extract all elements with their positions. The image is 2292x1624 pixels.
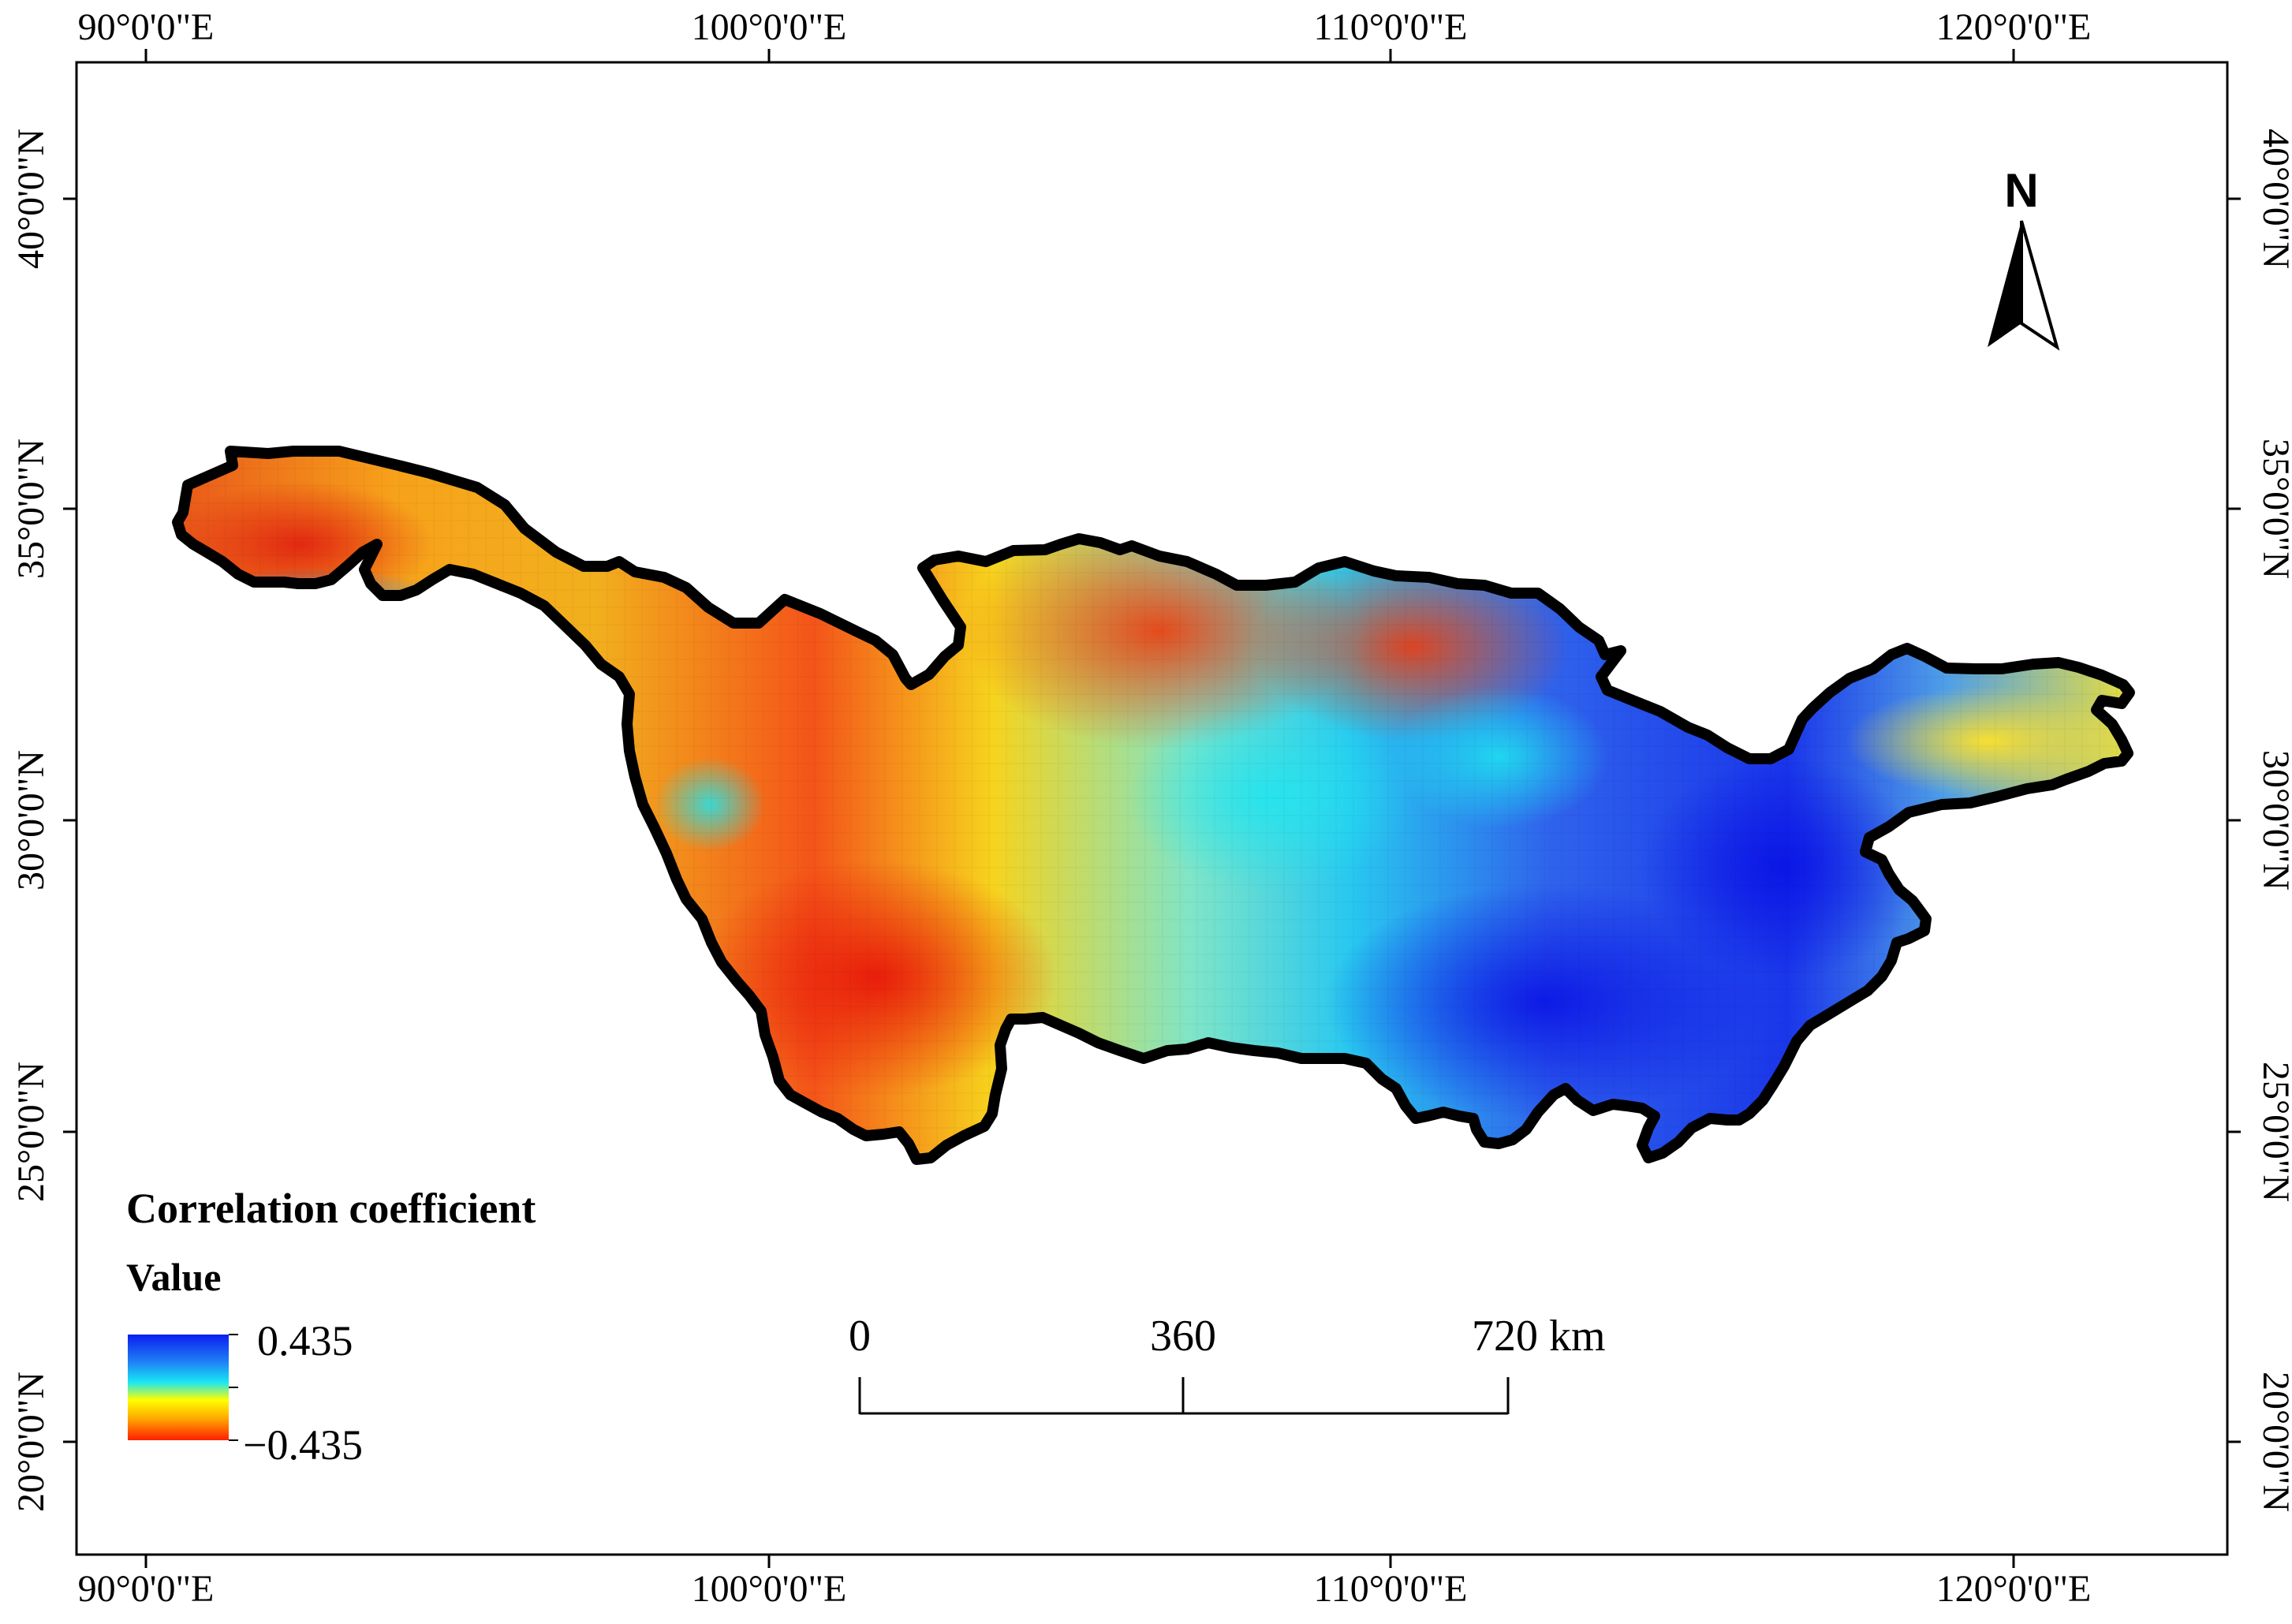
legend-color-ramp [128,1335,229,1440]
lon-label-bottom-120: 120°0'0"E [1936,1568,2092,1610]
legend-min-label: −0.435 [243,1421,363,1469]
graticule-ticks [63,49,2241,1568]
lon-label-bottom-110: 110°0'0"E [1314,1568,1468,1610]
north-arrow: N [1988,164,2060,351]
lat-label-right-20: 20°0'0"N [2255,1372,2292,1512]
scale-label-0: 0 [849,1312,871,1361]
lon-label-top-90: 90°0'0"E [78,6,215,48]
legend: Correlation coefficient Value 0.435 −0.4… [126,1185,536,1469]
scale-label-720: 720 km [1472,1312,1606,1361]
lon-label-top-100: 100°0'0"E [692,6,847,48]
lon-label-bottom-90: 90°0'0"E [78,1568,215,1610]
lat-label-right-25: 25°0'0"N [2255,1062,2292,1202]
scale-label-360: 360 [1150,1312,1216,1361]
lon-label-bottom-100: 100°0'0"E [692,1568,847,1610]
legend-title: Correlation coefficient [126,1185,536,1232]
basin-boundary [172,446,2135,1165]
north-arrow-label: N [2004,164,2038,217]
lat-label-left-25: 25°0'0"N [10,1062,52,1202]
lat-label-left-40: 40°0'0"N [10,129,52,269]
lon-label-top-110: 110°0'0"E [1314,6,1468,48]
scale-bar: 0 360 720 km [849,1312,1606,1415]
lat-label-right-30: 30°0'0"N [2255,750,2292,890]
lat-label-left-20: 20°0'0"N [10,1372,52,1512]
legend-subtitle: Value [126,1255,221,1299]
graticule-labels: 90°0'0"E 100°0'0"E 110°0'0"E 120°0'0"E 9… [10,6,2292,1610]
lon-label-top-120: 120°0'0"E [1936,6,2092,48]
legend-max-label: 0.435 [257,1317,353,1365]
lat-label-left-35: 35°0'0"N [10,439,52,579]
lat-label-right-40: 40°0'0"N [2255,129,2292,269]
lat-label-right-35: 35°0'0"N [2255,439,2292,579]
lat-label-left-30: 30°0'0"N [10,750,52,890]
